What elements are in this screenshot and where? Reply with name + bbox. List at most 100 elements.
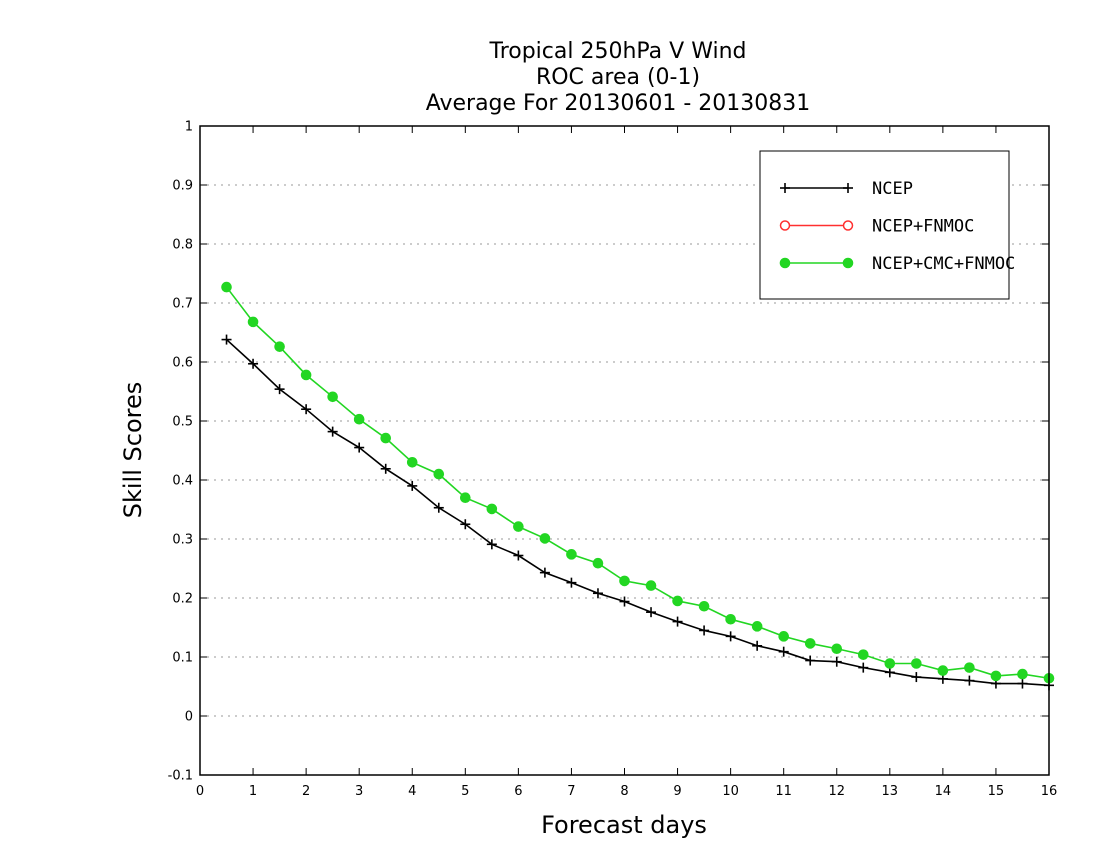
x-tick-label: 2 (302, 784, 310, 799)
data-point-ncep (566, 577, 577, 588)
y-tick-label: 0.8 (172, 238, 193, 253)
data-point-ncep-cmc-fnmoc (990, 670, 1002, 682)
data-point-ncep-cmc-fnmoc (486, 503, 498, 515)
data-point-ncep (619, 596, 630, 607)
legend-marker-ncep-fnmoc (779, 220, 791, 231)
data-point-ncep-cmc-fnmoc (911, 658, 922, 669)
data-point-ncep (380, 463, 391, 474)
data-point-ncep-cmc-fnmoc (884, 658, 896, 669)
y-tick-label: 0.4 (172, 474, 193, 489)
data-point-ncep-cmc-fnmoc (937, 665, 949, 676)
data-point-ncep-cmc-fnmoc (566, 549, 577, 560)
series-line-ncep (225, 338, 1050, 687)
legend-label-ncep-fnmoc: NCEP+FNMOC (872, 217, 974, 237)
data-point-ncep (911, 672, 922, 683)
data-point-ncep-cmc-fnmoc (645, 580, 657, 591)
data-point-ncep (248, 358, 259, 369)
x-axis-label: Forecast days (541, 811, 707, 839)
data-point-ncep (964, 675, 975, 686)
data-point-ncep (592, 588, 603, 599)
legend: NCEP NCEP+FNMOC NCEP+CMC+FNMOC (759, 150, 1015, 300)
data-point-ncep (486, 539, 497, 550)
data-point-ncep (699, 625, 710, 636)
legend-items: NCEP NCEP+FNMOC NCEP+CMC+FNMOC (779, 179, 1015, 274)
chart-title-line-1: Tropical 250hPa V Wind (488, 39, 746, 64)
x-tick-label: 16 (1041, 784, 1058, 799)
data-point-ncep (301, 404, 312, 415)
legend-marker-ncep-cmc-fnmoc (842, 257, 854, 269)
x-tick-label: 0 (196, 784, 204, 799)
y-axis-label: Skill Scores (119, 382, 147, 519)
data-point-ncep-cmc-fnmoc (751, 621, 763, 632)
x-tick-label: 12 (828, 784, 845, 799)
y-tick-label: 1 (185, 120, 193, 135)
data-point-ncep (433, 502, 444, 513)
x-tick-label: 9 (673, 784, 681, 799)
series-line-ncep-cmc-fnmoc (225, 286, 1050, 680)
data-point-ncep-cmc-fnmoc (327, 391, 338, 403)
data-point-ncep (221, 334, 232, 345)
data-point-ncep-cmc-fnmoc (831, 643, 843, 655)
grid (200, 184, 1049, 717)
x-tick-label: 3 (355, 784, 363, 799)
chart-title-line-3: Average For 20130601 - 20130831 (426, 91, 811, 116)
data-point-ncep (460, 519, 471, 530)
data-point-ncep-cmc-fnmoc (1017, 668, 1028, 680)
data-point-ncep (1017, 678, 1028, 689)
y-tick-label: 0.9 (172, 179, 193, 194)
data-point-ncep-cmc-fnmoc (698, 600, 710, 612)
data-point-ncep-cmc-fnmoc (300, 369, 312, 381)
x-tick-label: 8 (620, 784, 628, 799)
y-tick-label: 0.6 (172, 356, 193, 371)
legend-marker-ncep-fnmoc (842, 220, 854, 231)
data-point-ncep (354, 442, 365, 453)
x-tick-label: 15 (988, 784, 1005, 799)
x-tick-label: 6 (514, 784, 522, 799)
data-point-ncep-cmc-fnmoc (778, 631, 789, 642)
data-point-ncep-cmc-fnmoc (804, 638, 816, 649)
data-point-ncep-cmc-fnmoc (380, 432, 392, 444)
y-tick-label: 0 (185, 710, 193, 725)
legend-label-ncep-cmc-fnmoc: NCEP+CMC+FNMOC (872, 254, 1015, 274)
chart-title-line-2: ROC area (0-1) (536, 65, 700, 90)
data-point-ncep (884, 667, 895, 678)
y-tick-label: 0.7 (172, 297, 193, 312)
data-point-ncep (672, 616, 683, 627)
legend-marker-ncep-cmc-fnmoc (779, 257, 791, 269)
data-point-ncep (539, 567, 550, 578)
data-point-ncep-cmc-fnmoc (725, 613, 736, 625)
data-point-ncep-cmc-fnmoc (221, 281, 232, 293)
data-point-ncep (513, 550, 524, 561)
data-point-ncep (327, 426, 338, 437)
y-tick-label: 0.1 (172, 651, 193, 666)
data-point-ncep (858, 662, 869, 673)
x-tick-label: 5 (461, 784, 469, 799)
x-tick-label: 4 (408, 784, 416, 799)
y-tick-label: 0.2 (172, 592, 193, 607)
legend-marker-ncep (780, 183, 790, 193)
x-tick-label: 11 (775, 784, 792, 799)
data-point-ncep-cmc-fnmoc (247, 316, 259, 328)
series-layer (221, 281, 1055, 691)
data-point-ncep (407, 480, 418, 491)
y-tick-label: 0.3 (172, 533, 193, 548)
data-point-ncep-cmc-fnmoc (460, 492, 471, 504)
data-point-ncep (831, 656, 842, 667)
y-tick-label: 0.5 (172, 415, 193, 430)
data-point-ncep-cmc-fnmoc (513, 521, 524, 532)
data-point-ncep (778, 646, 789, 657)
data-point-ncep-cmc-fnmoc (619, 575, 630, 587)
legend-label-ncep: NCEP (872, 179, 913, 199)
data-point-ncep-cmc-fnmoc (672, 595, 683, 607)
data-point-ncep-cmc-fnmoc (433, 468, 445, 480)
x-tick-label: 7 (567, 784, 575, 799)
data-point-ncep (805, 655, 816, 666)
data-point-ncep-cmc-fnmoc (353, 413, 365, 425)
data-point-ncep-cmc-fnmoc (857, 649, 869, 660)
data-point-ncep-cmc-fnmoc (274, 341, 285, 352)
data-point-ncep-cmc-fnmoc (964, 662, 975, 673)
data-point-ncep-cmc-fnmoc (406, 457, 418, 468)
x-tick-label: 10 (722, 784, 739, 799)
x-tick-label: 14 (935, 784, 952, 799)
